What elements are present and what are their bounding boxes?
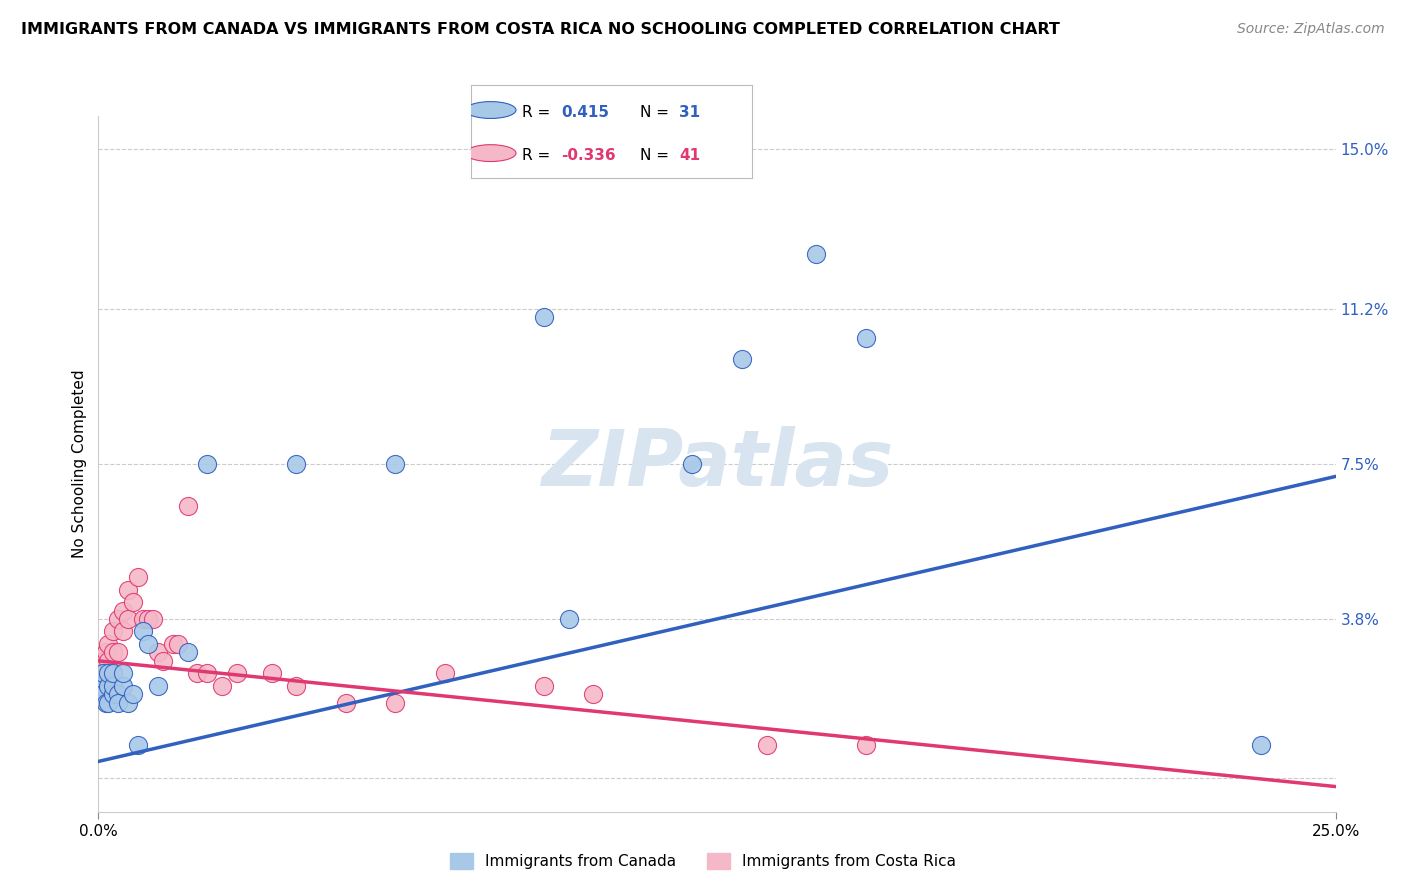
Point [93,666,115,681]
Text: Source: ZipAtlas.com: Source: ZipAtlas.com [1237,22,1385,37]
Point [166,637,188,651]
Point [97,696,120,710]
Point [731,352,754,367]
Point [97,679,120,693]
Point [107,612,129,626]
Text: 41: 41 [679,148,700,163]
Point [226,666,249,681]
Point [136,612,159,626]
Point [93,687,115,701]
Point [755,738,778,752]
Point [127,570,149,584]
Point [681,457,703,471]
Point [142,612,165,626]
Point [335,696,357,710]
Point [117,696,139,710]
Point [103,679,125,693]
Point [107,687,129,701]
Point [384,457,406,471]
Point [162,637,184,651]
Point [90,679,112,693]
Y-axis label: No Schooling Completed: No Schooling Completed [72,369,87,558]
Text: ZIPatlas: ZIPatlas [541,425,893,502]
Text: -0.336: -0.336 [561,148,616,163]
Point [103,687,125,701]
Point [90,666,112,681]
Point [97,654,120,668]
Point [195,457,218,471]
Point [176,645,198,659]
Point [94,645,117,659]
Point [112,624,135,639]
Point [93,654,115,668]
Text: N =: N = [640,148,669,163]
Point [112,666,135,681]
Point [93,666,115,681]
Circle shape [465,102,516,119]
Point [122,687,145,701]
Point [1250,738,1272,752]
Point [112,603,135,617]
Point [260,666,283,681]
Point [122,595,145,609]
Point [285,679,308,693]
Text: R =: R = [522,148,550,163]
Point [211,679,233,693]
Point [855,331,877,345]
Point [557,612,579,626]
Point [176,499,198,513]
Point [285,457,308,471]
Text: N =: N = [640,105,669,120]
Point [384,696,406,710]
Text: 31: 31 [679,105,700,120]
Point [117,612,139,626]
Point [90,679,112,693]
Point [136,637,159,651]
Point [107,696,129,710]
Point [93,679,115,693]
Point [533,310,555,325]
Point [152,654,174,668]
Point [433,666,456,681]
Point [97,666,120,681]
Point [804,247,827,261]
Point [93,687,115,701]
Legend: Immigrants from Canada, Immigrants from Costa Rica: Immigrants from Canada, Immigrants from … [444,847,962,875]
Point [132,612,155,626]
Point [127,738,149,752]
Point [146,645,169,659]
Point [146,679,169,693]
Point [97,637,120,651]
Point [533,679,555,693]
Circle shape [465,145,516,161]
Point [94,696,117,710]
Text: 0.415: 0.415 [561,105,609,120]
Point [582,687,605,701]
Point [195,666,218,681]
Point [855,738,877,752]
Point [103,645,125,659]
Point [107,645,129,659]
Text: R =: R = [522,105,550,120]
Point [186,666,208,681]
Point [103,666,125,681]
Point [97,666,120,681]
Text: IMMIGRANTS FROM CANADA VS IMMIGRANTS FROM COSTA RICA NO SCHOOLING COMPLETED CORR: IMMIGRANTS FROM CANADA VS IMMIGRANTS FRO… [21,22,1060,37]
Point [112,679,135,693]
Point [132,624,155,639]
Point [117,582,139,597]
Point [103,624,125,639]
